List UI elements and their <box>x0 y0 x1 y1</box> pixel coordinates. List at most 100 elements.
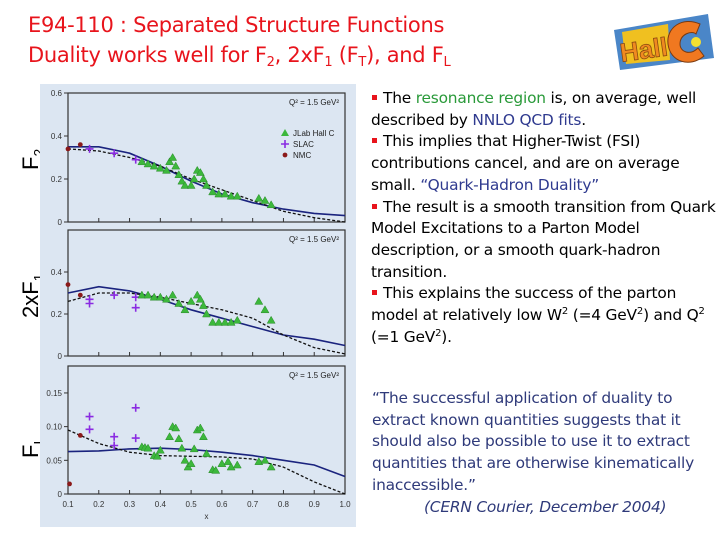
jlab-data-point <box>195 168 205 176</box>
jlab-data-point <box>266 200 276 209</box>
jlab-data-point <box>232 315 242 324</box>
bullet-item: This explains the success of the parton … <box>371 284 705 346</box>
jlab-data-point <box>254 457 264 465</box>
jlab-data-point <box>189 174 199 183</box>
svg-text:0.10: 0.10 <box>46 423 62 432</box>
jlab-data-point <box>180 180 190 189</box>
svg-text:0.6: 0.6 <box>51 89 63 98</box>
svg-text:Q² = 1.5 GeV²: Q² = 1.5 GeV² <box>289 98 339 107</box>
jlab-data-point <box>220 317 230 326</box>
nmc-data-point <box>77 292 83 298</box>
bullet-icon <box>372 138 377 144</box>
svg-text:JLab Hall C: JLab Hall C <box>293 129 335 138</box>
jlab-data-point <box>149 161 159 170</box>
svg-text:0.4: 0.4 <box>51 268 63 277</box>
svg-text:0: 0 <box>58 490 63 499</box>
jlab-data-point <box>168 152 178 161</box>
jlab-data-point <box>174 434 184 443</box>
bullet-icon <box>372 290 377 296</box>
jlab-data-point <box>189 444 199 453</box>
quote-citation: (CERN Courier, December 2004) <box>424 497 667 516</box>
jlab-data-point <box>208 317 218 326</box>
structure-function-charts: 0 0.2 0.4 0.6 Q² = 1.5 GeV² JLab Hall C SLAC NM… <box>40 84 356 527</box>
jlab-data-point <box>232 191 242 200</box>
jlab-data-point <box>211 465 221 474</box>
slac-data-point <box>131 303 140 312</box>
jlab-data-point <box>155 445 165 454</box>
chart-legend: JLab Hall C SLAC NMC <box>281 129 335 160</box>
jlab-data-point <box>180 455 190 464</box>
slac-data-point <box>85 425 94 434</box>
jlab-data-point <box>254 296 264 305</box>
title-line-1: E94-110 : Separated Structure Functions <box>28 13 445 37</box>
nmc-data-point <box>65 146 71 152</box>
jlab-data-point <box>162 165 171 174</box>
quote-text: “The successful application of duality t… <box>372 389 694 494</box>
jlab-data-point <box>198 174 208 183</box>
svg-text:0: 0 <box>58 352 63 361</box>
jlab-data-point <box>198 301 208 309</box>
jlab-data-point <box>186 459 196 467</box>
svg-text:0.2: 0.2 <box>51 310 63 319</box>
slac-data-point <box>110 441 119 450</box>
jlab-data-point <box>177 443 187 452</box>
jlab-data-point <box>260 455 270 464</box>
jlab-data-point <box>152 451 162 460</box>
nmc-data-point <box>77 142 83 147</box>
slac-data-point <box>85 299 94 308</box>
jlab-data-point <box>174 298 184 307</box>
jlab-data-point <box>260 305 270 314</box>
jlab-data-point <box>143 290 153 299</box>
svg-text:0.2: 0.2 <box>51 175 63 184</box>
bullet-icon <box>372 203 377 209</box>
slide-title: E94-110 : Separated Structure Functions … <box>28 10 451 70</box>
jlab-data-point <box>137 290 147 299</box>
jlab-data-point <box>171 161 181 170</box>
jlab-data-point <box>214 317 224 326</box>
jlab-data-point <box>266 462 276 471</box>
jlab-data-point <box>143 443 153 452</box>
svg-text:0.9: 0.9 <box>309 500 321 509</box>
jlab-data-point <box>214 189 224 198</box>
bullet-item: The result is a smooth transition from Q… <box>371 197 716 281</box>
bullet-item: This implies that Higher-Twist (FSI) con… <box>371 132 680 194</box>
svg-text:0.6: 0.6 <box>216 500 228 509</box>
chart-panel-fl: 0 0.05 0.10 0.15 Q² = 1.5 GeV² 0.1 0.2 0.3 0.4 0.… <box>46 365 351 521</box>
svg-text:0.4: 0.4 <box>155 500 167 509</box>
jlab-data-point <box>186 296 196 305</box>
cern-quote: “The successful application of duality t… <box>372 388 717 518</box>
jlab-data-point <box>186 180 196 189</box>
jlab-data-point <box>174 170 184 178</box>
jlab-data-point <box>208 187 218 196</box>
slac-data-point <box>110 432 119 441</box>
slac-data-point <box>131 403 140 412</box>
jlab-data-point <box>155 163 165 172</box>
jlab-data-point <box>149 292 159 301</box>
jlab-data-point <box>202 449 211 457</box>
jlab-data-point <box>232 460 242 469</box>
jlab-data-point <box>226 462 236 471</box>
jlab-data-point <box>137 157 147 166</box>
jlab-data-point <box>171 423 181 432</box>
svg-text:0.2: 0.2 <box>93 500 105 509</box>
slac-data-point <box>131 434 140 443</box>
jlab-data-point <box>195 294 205 303</box>
slac-data-point <box>110 291 119 300</box>
svg-text:1.0: 1.0 <box>339 500 351 509</box>
jlab-data-point <box>143 159 153 168</box>
jlab-data-point <box>220 189 230 198</box>
jlab-data-point <box>177 176 187 185</box>
slac-data-point <box>85 412 94 421</box>
chart-panel-2xf1: 0 0.2 0.4 Q² = 1.5 GeV² <box>51 229 346 361</box>
jlab-data-point <box>260 195 270 204</box>
jlab-data-point <box>217 459 227 467</box>
jlab-data-point <box>162 294 171 303</box>
jlab-data-point <box>226 191 236 200</box>
svg-text:0.3: 0.3 <box>124 500 136 509</box>
slac-data-point <box>131 155 140 164</box>
jlab-data-point <box>202 309 211 318</box>
chart-panel-f2: 0 0.2 0.4 0.6 Q² = 1.5 GeV² JLab Hall C SLAC NM… <box>51 89 346 227</box>
jlab-data-point <box>254 193 264 202</box>
svg-text:0.5: 0.5 <box>186 500 198 509</box>
jlab-data-point <box>223 457 233 465</box>
